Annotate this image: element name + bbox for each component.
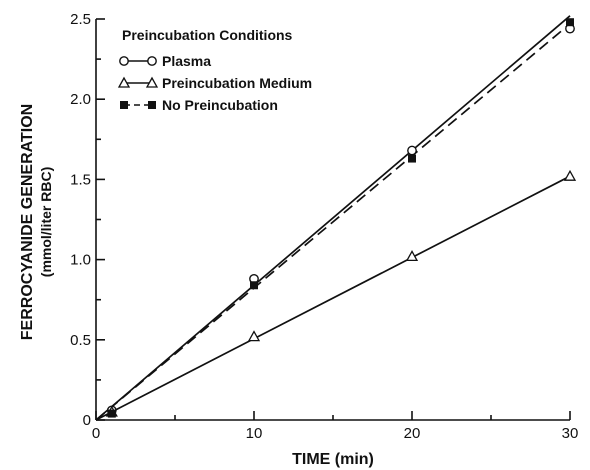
data-point-no-preincubation <box>107 409 116 418</box>
y-tick-label: 1.0 <box>70 252 91 269</box>
legend: Preincubation Conditions Plasma Preincuba… <box>117 27 312 113</box>
y-tick-label: 0.5 <box>70 332 91 349</box>
legend-title: Preincubation Conditions <box>122 27 293 43</box>
legend-marker-no-preincubation <box>120 101 128 109</box>
legend-marker-preincubation-medium <box>117 76 131 88</box>
legend-label-preincubation-medium: Preincubation Medium <box>162 75 312 91</box>
y-tick-label: 2.0 <box>70 91 91 108</box>
y-axis-title: FERROCYANIDE GENERATION <box>19 104 36 340</box>
data-point-preincubation-medium <box>247 330 261 342</box>
fit-line-no-preincubation <box>95 23 571 421</box>
data-point-no-preincubation <box>566 18 574 27</box>
legend-marker-preincubation-medium <box>145 76 159 88</box>
y-axis-subtitle: (mmol/liter RBC) <box>38 167 54 277</box>
legend-marker-plasma <box>119 56 129 66</box>
data-point-preincubation-medium <box>563 169 577 181</box>
fit-line-plasma <box>95 15 571 421</box>
data-point-no-preincubation <box>408 154 416 163</box>
data-point-preincubation-medium <box>405 250 419 262</box>
data-point-plasma <box>407 145 417 156</box>
data-marks <box>105 18 577 418</box>
y-tick-label: 0 <box>83 412 91 429</box>
legend-label-no-preincubation: No Preincubation <box>162 97 278 113</box>
x-tick-label: 10 <box>246 425 263 442</box>
axes: 0 10 20 30 0 0.5 1.0 1.5 2.0 2.5 <box>70 11 578 442</box>
x-tick-label: 0 <box>92 425 100 442</box>
y-tick-label: 1.5 <box>70 171 91 188</box>
legend-items: Plasma Preincubation Medium No Preincubati… <box>117 53 312 113</box>
legend-label-plasma: Plasma <box>162 53 211 69</box>
data-point-no-preincubation <box>250 281 258 290</box>
x-tick-label: 30 <box>562 425 579 442</box>
legend-marker-no-preincubation <box>148 101 156 109</box>
fit-line-preincubation-medium <box>95 175 571 421</box>
legend-marker-plasma <box>147 56 157 66</box>
x-axis-title: TIME (min) <box>292 451 374 468</box>
fit-lines <box>95 15 571 421</box>
x-tick-label: 20 <box>404 425 421 442</box>
y-tick-label: 2.5 <box>70 11 91 28</box>
